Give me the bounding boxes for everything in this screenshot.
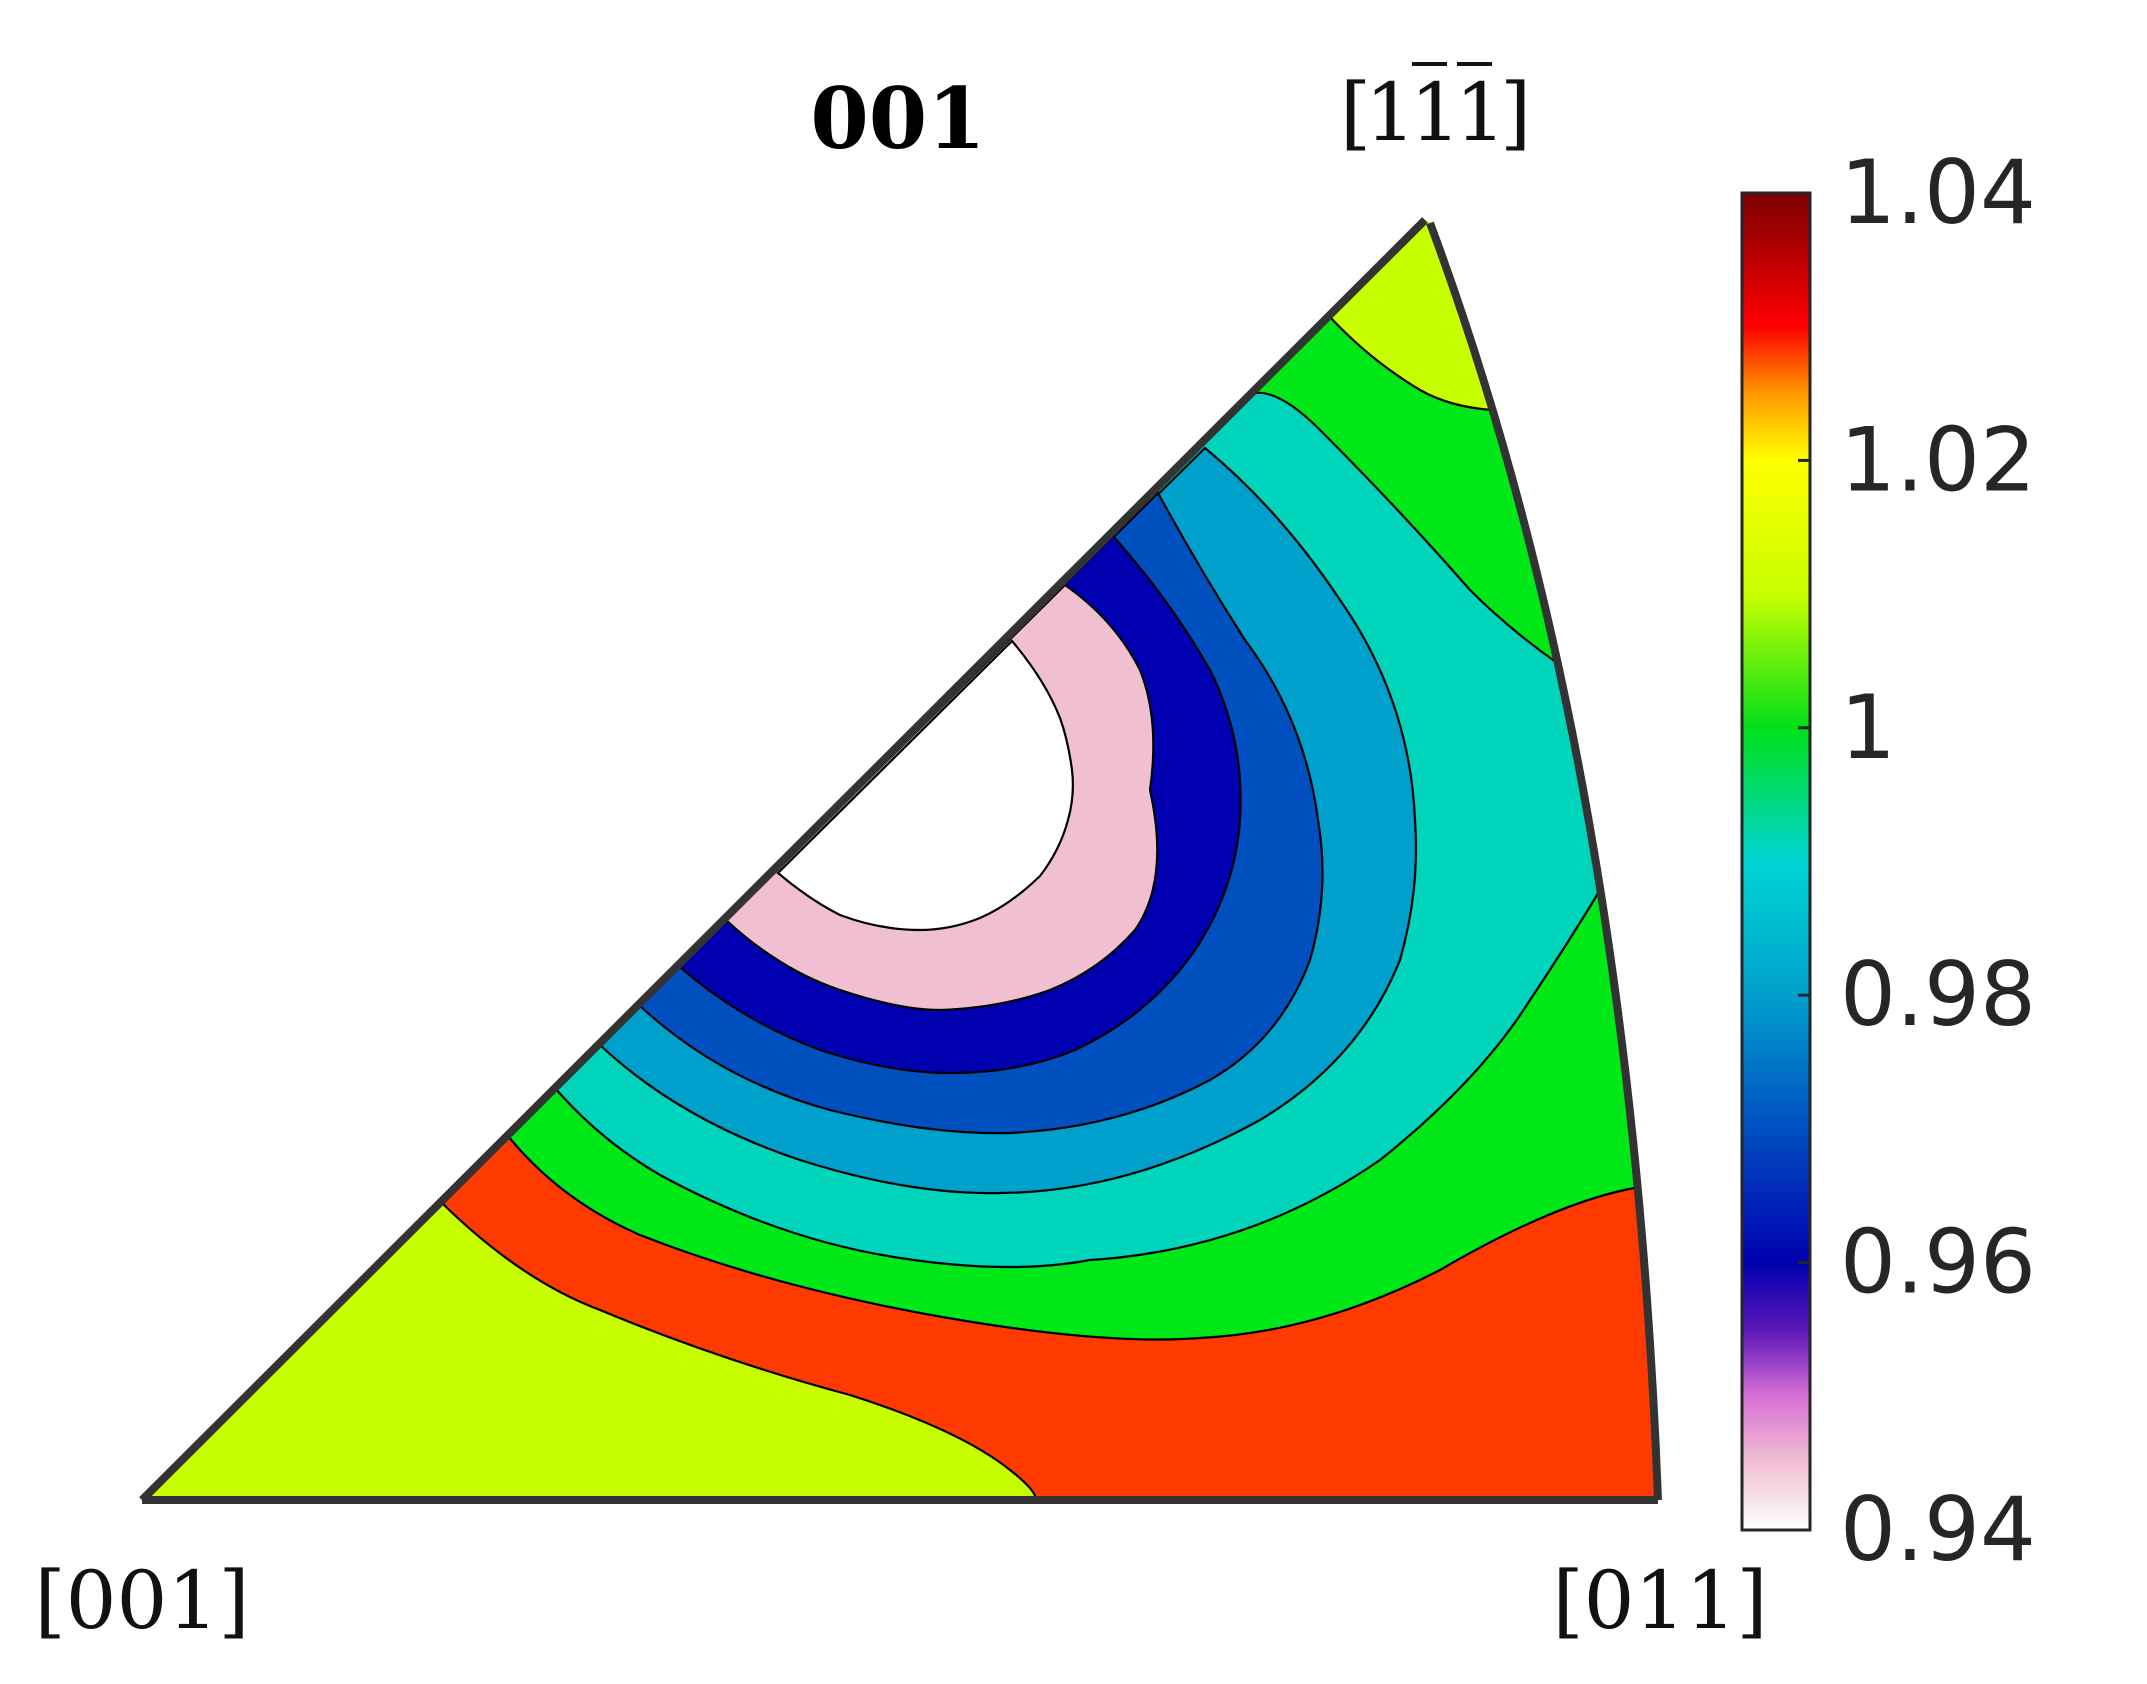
- colorbar-tick-label-1: 0.96: [1840, 1211, 2036, 1314]
- colorbar-tick-label-4: 1.02: [1840, 408, 2036, 511]
- colorbar-tick-label-5: 1.04: [1840, 141, 2036, 244]
- corner-label-111-digit-1: 1: [1365, 66, 1416, 159]
- corner-label-111-digit-2: 1: [1410, 66, 1461, 159]
- corner-label-011: [011]: [1552, 1554, 1767, 1647]
- corner-label-111-close-bracket: ]: [1500, 66, 1531, 159]
- colorbar-rect: [1740, 191, 1812, 1532]
- contour-region-0.94: [776, 639, 1074, 932]
- corner-label-111-digit-3: 1: [1455, 66, 1506, 159]
- contour-region-1.02: [142, 1200, 1038, 1500]
- corner-label-111: [ 1 1 1 ]: [1340, 62, 1531, 159]
- contour-regions: [142, 220, 1658, 1500]
- corner-label-001: [001]: [34, 1554, 249, 1647]
- chart-title: 001: [810, 69, 985, 168]
- colorbar-tick-label-2: 0.98: [1840, 943, 2036, 1046]
- triangle-border: [139, 217, 1662, 1504]
- colorbar-tick-label-3: 1: [1840, 676, 1896, 779]
- colorbar-tick-label-0: 0.94: [1840, 1478, 2036, 1581]
- corner-label-111-open-bracket: [: [1340, 66, 1371, 159]
- colorbar-ticks: 0.94 0.96 0.98 1 1.02 1.04: [1798, 141, 2036, 1581]
- colorbar: 0.94 0.96 0.98 1 1.02 1.04: [1740, 141, 2036, 1581]
